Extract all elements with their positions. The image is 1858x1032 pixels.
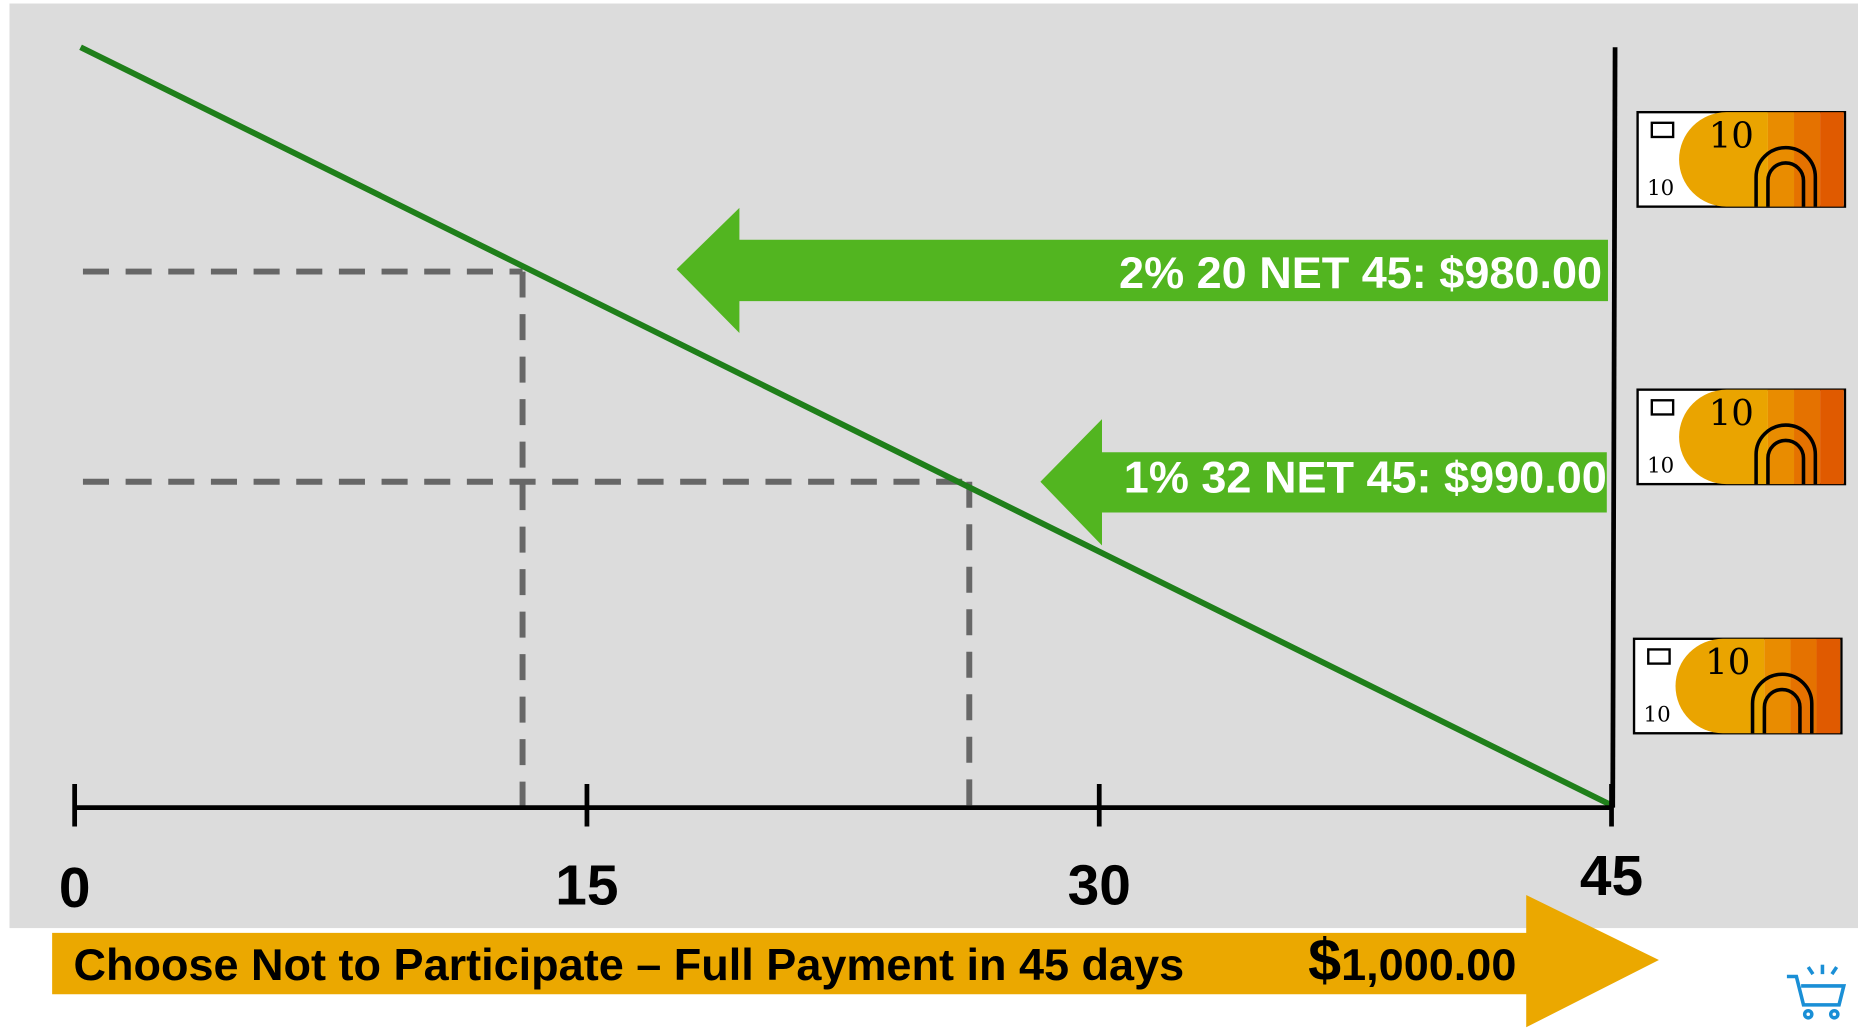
bill-icon: 10 10: [1638, 390, 1845, 484]
bill-corner: 10: [1647, 453, 1674, 478]
footer-label: Choose Not to Participate – Full Payment…: [73, 939, 1184, 990]
bill-icon: 10 10: [1638, 112, 1845, 206]
arrow-label: 1% 32 NET 45: $990.00: [1124, 451, 1607, 502]
bill-stripe: [1820, 112, 1844, 206]
arrow-label: 2% 20 NET 45: $980.00: [1119, 247, 1602, 298]
bill-stripe: [1817, 639, 1841, 733]
tick-label: 45: [1580, 845, 1643, 908]
tick-label: 30: [1068, 855, 1131, 918]
bill-value: 10: [1709, 393, 1754, 434]
diagram: 2% 20 NET 45: $980.00 1% 32 NET 45: $990…: [0, 0, 1858, 1032]
bill-icon: 10 10: [1634, 639, 1841, 733]
tick-label: 15: [555, 855, 618, 918]
vertical-line: [1613, 47, 1615, 807]
bill-stripe: [1768, 390, 1794, 484]
bill-corner: 10: [1644, 702, 1671, 727]
cart-icon: [1787, 965, 1844, 1018]
bill-value: 10: [1705, 642, 1750, 683]
bill-stripe: [1764, 639, 1790, 733]
bill-value: 10: [1709, 116, 1754, 157]
tick-label: 0: [59, 857, 91, 920]
amount: 1,000.00: [1341, 939, 1516, 990]
bill-corner: 10: [1647, 176, 1674, 201]
bill-stripe: [1820, 390, 1844, 484]
currency: $: [1308, 926, 1341, 993]
bill-stripe: [1768, 112, 1794, 206]
